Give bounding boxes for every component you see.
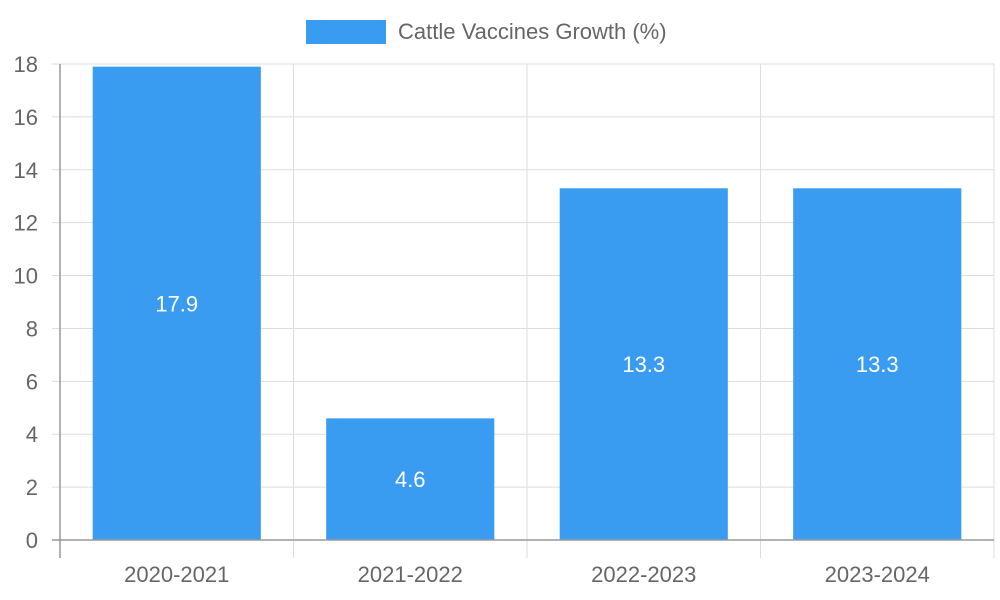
- y-tick-label: 14: [14, 158, 38, 183]
- y-tick-label: 8: [26, 316, 38, 341]
- legend-swatch[interactable]: [306, 20, 386, 44]
- bar-2020-2021[interactable]: [92, 66, 261, 541]
- y-tick-label: 4: [26, 422, 38, 447]
- bar-2021-2022[interactable]: [326, 418, 495, 540]
- y-tick-label: 2: [26, 475, 38, 500]
- labels: 0 2 4 6 8 10 12 14 16 18 17.9 2020-2021 4.6 2021-2022…: [14, 52, 930, 587]
- bar-2022-2023[interactable]: [559, 188, 728, 541]
- axes: [52, 63, 994, 558]
- x-tick-label: 2022-2023: [591, 562, 696, 587]
- y-tick-label: 18: [14, 52, 38, 77]
- bar-value-label: 13.3: [622, 352, 665, 377]
- legend-label[interactable]: Cattle Vaccines Growth (%): [398, 19, 667, 44]
- x-tick-label: 2020-2021: [124, 562, 229, 587]
- y-tick-label: 12: [14, 211, 38, 236]
- bar-2023-2024[interactable]: [793, 188, 962, 541]
- x-tick-label: 2023-2024: [825, 562, 930, 587]
- bar-value-label: 13.3: [856, 352, 899, 377]
- legend[interactable]: Cattle Vaccines Growth (%): [306, 19, 667, 44]
- bar-value-label: 17.9: [155, 291, 198, 316]
- bars: [92, 66, 962, 541]
- x-tick-label: 2021-2022: [358, 562, 463, 587]
- y-tick-label: 6: [26, 369, 38, 394]
- y-tick-label: 10: [14, 264, 38, 289]
- bar-value-label: 4.6: [395, 467, 426, 492]
- y-tick-label: 0: [26, 528, 38, 553]
- y-tick-label: 16: [14, 105, 38, 130]
